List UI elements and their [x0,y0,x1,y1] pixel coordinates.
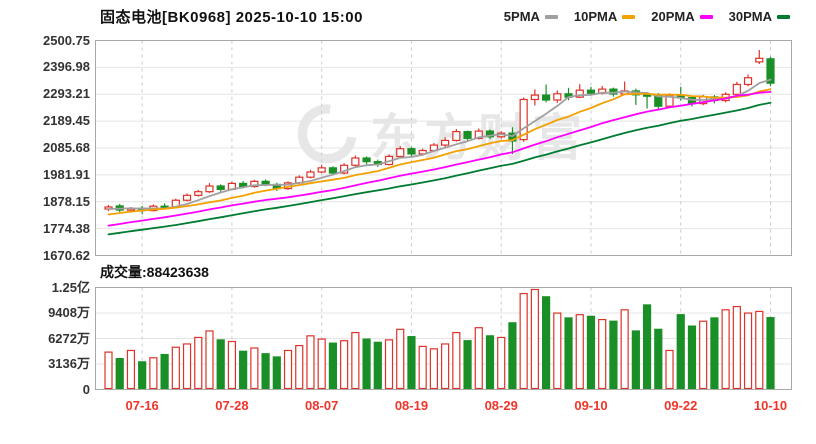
eastmoney-logo-icon [297,104,357,164]
volume-axis-label: 1.25亿 [51,279,90,295]
legend-item-label: 10PMA [573,9,618,24]
ma-legend: 5PMA 10PMA 20PMA 30PMA [504,9,790,24]
x-axis-label: 08-29 [484,398,518,413]
x-axis-label: 08-19 [394,398,429,413]
legend-item-20pma: 20PMA [651,9,713,24]
y-axis-label: 2293.21 [43,86,90,102]
legend-item-label: 20PMA [651,9,695,24]
x-axis-label: 07-28 [215,398,249,413]
y-axis-label: 2396.98 [43,59,90,75]
x-axis-label: 08-07 [305,398,339,413]
y-axis-label: 1670.62 [43,247,90,263]
legend-swatch-icon [699,14,713,19]
x-axis-label: 07-16 [125,398,159,413]
legend-item-30pma: 30PMA [729,9,790,24]
legend-item-5pma: 5PMA [504,9,558,24]
volume-axis-label: 6272万 [48,330,90,346]
legend-item-label: 5PMA [503,9,540,24]
y-axis-label: 2085.68 [43,140,90,155]
volume-label-text: 成交量:88423638 [100,264,209,280]
y-axis-label: 2189.45 [43,113,90,129]
legend-swatch-icon [544,14,558,19]
chart-title: 固态电池[BK0968] 2025-10-10 15:00 [100,9,363,26]
volume-axis-label: 9408万 [48,305,90,320]
y-axis-label: 2500.75 [43,32,90,48]
legend-swatch-icon [777,14,790,19]
y-axis-label: 1981.91 [43,166,90,182]
x-axis-label: 09-22 [664,398,698,413]
y-axis-label: 1774.38 [43,220,90,236]
legend-item-label: 30PMA [728,9,772,24]
y-axis-label: 1878.15 [43,193,90,209]
legend-swatch-icon [622,14,636,19]
x-axis-label: 10-10 [753,398,788,413]
legend-item-10pma: 10PMA [573,9,636,24]
volume-label: 成交量:88423638 [100,262,209,282]
volume-axis-label: 3136万 [48,356,90,371]
volume-axis-label: 0 [82,381,90,397]
x-axis-label: 09-10 [574,398,608,413]
